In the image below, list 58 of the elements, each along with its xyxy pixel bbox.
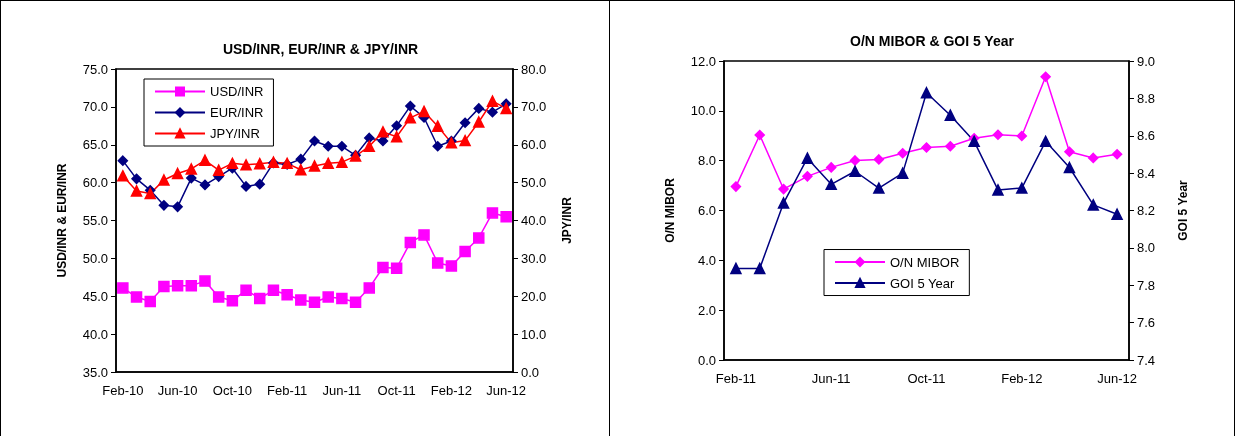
y2-tick-label: 50.0 [521,175,547,191]
x-tick-label: Feb-10 [102,383,144,398]
y-tick-label: 4.0 [697,252,716,268]
y-tick-label: 2.0 [697,302,716,318]
y2-tick-label: 8.6 [1137,128,1156,144]
y-tick-label: 75.0 [82,61,108,77]
chart-title: O/N MIBOR & GOI 5 Year [850,33,1015,49]
legend-label: JPY/INR [210,126,260,141]
y2-tick-label: 10.0 [521,326,547,342]
x-tick-label: Oct-10 [212,383,252,398]
y-axis-title: USD/INR & EUR/INR [55,163,69,278]
y2-tick-label: 7.4 [1137,352,1156,368]
legend-label: USD/INR [210,84,264,99]
x-tick-label: Feb-12 [430,383,472,398]
x-tick-label: Jun-10 [157,383,198,398]
x-tick-label: Jun-11 [322,383,362,398]
y2-axis-title: GOI 5 Year [1176,179,1190,241]
y2-tick-label: 8.0 [1137,240,1156,256]
y2-axis-title: JPY/INR [560,196,574,244]
y-tick-label: 6.0 [697,203,716,218]
y-tick-label: 50.0 [82,250,108,266]
x-tick-label: Jun-11 [811,371,851,386]
y-tick-label: 35.0 [82,364,108,380]
y2-tick-label: 0.0 [521,364,540,380]
y2-tick-label: 9.0 [1137,53,1156,69]
y2-tick-label: 40.0 [521,213,547,228]
y2-tick-label: 30.0 [521,250,547,266]
y2-tick-label: 60.0 [521,137,547,153]
y-tick-label: 12.0 [690,53,716,69]
x-tick-label: Jun-12 [1097,371,1137,386]
y-tick-label: 60.0 [82,175,108,191]
y2-tick-label: 70.0 [521,99,547,115]
x-tick-label: Feb-11 [715,371,757,386]
legend-label: EUR/INR [210,105,264,120]
y-tick-label: 0.0 [697,352,716,368]
y2-tick-label: 8.2 [1137,203,1156,218]
y-tick-label: 10.0 [690,103,716,119]
y-axis-title: O/N MIBOR [663,177,677,243]
y-tick-label: 8.0 [697,153,716,169]
x-tick-label: Oct-11 [377,383,416,398]
chart-title: USD/INR, EUR/INR & JPY/INR [222,41,419,57]
x-tick-label: Feb-12 [1001,371,1043,386]
y-tick-label: 65.0 [82,137,108,153]
y2-tick-label: 20.0 [521,288,547,304]
x-tick-label: Feb-11 [267,383,308,398]
y-tick-label: 45.0 [82,288,108,304]
y2-tick-label: 8.4 [1137,165,1156,181]
y-tick-label: 55.0 [82,213,108,228]
y2-tick-label: 7.6 [1137,315,1156,331]
legend-label: GOI 5 Year [890,275,955,291]
y2-tick-label: 8.8 [1137,90,1156,106]
y2-tick-label: 80.0 [521,61,547,77]
x-tick-label: Oct-11 [907,371,946,386]
y-tick-label: 40.0 [82,326,108,342]
y2-tick-label: 7.8 [1137,277,1156,293]
x-tick-label: Jun-12 [486,383,527,398]
y-tick-label: 70.0 [82,99,108,115]
legend-label: O/N MIBOR [890,254,960,270]
